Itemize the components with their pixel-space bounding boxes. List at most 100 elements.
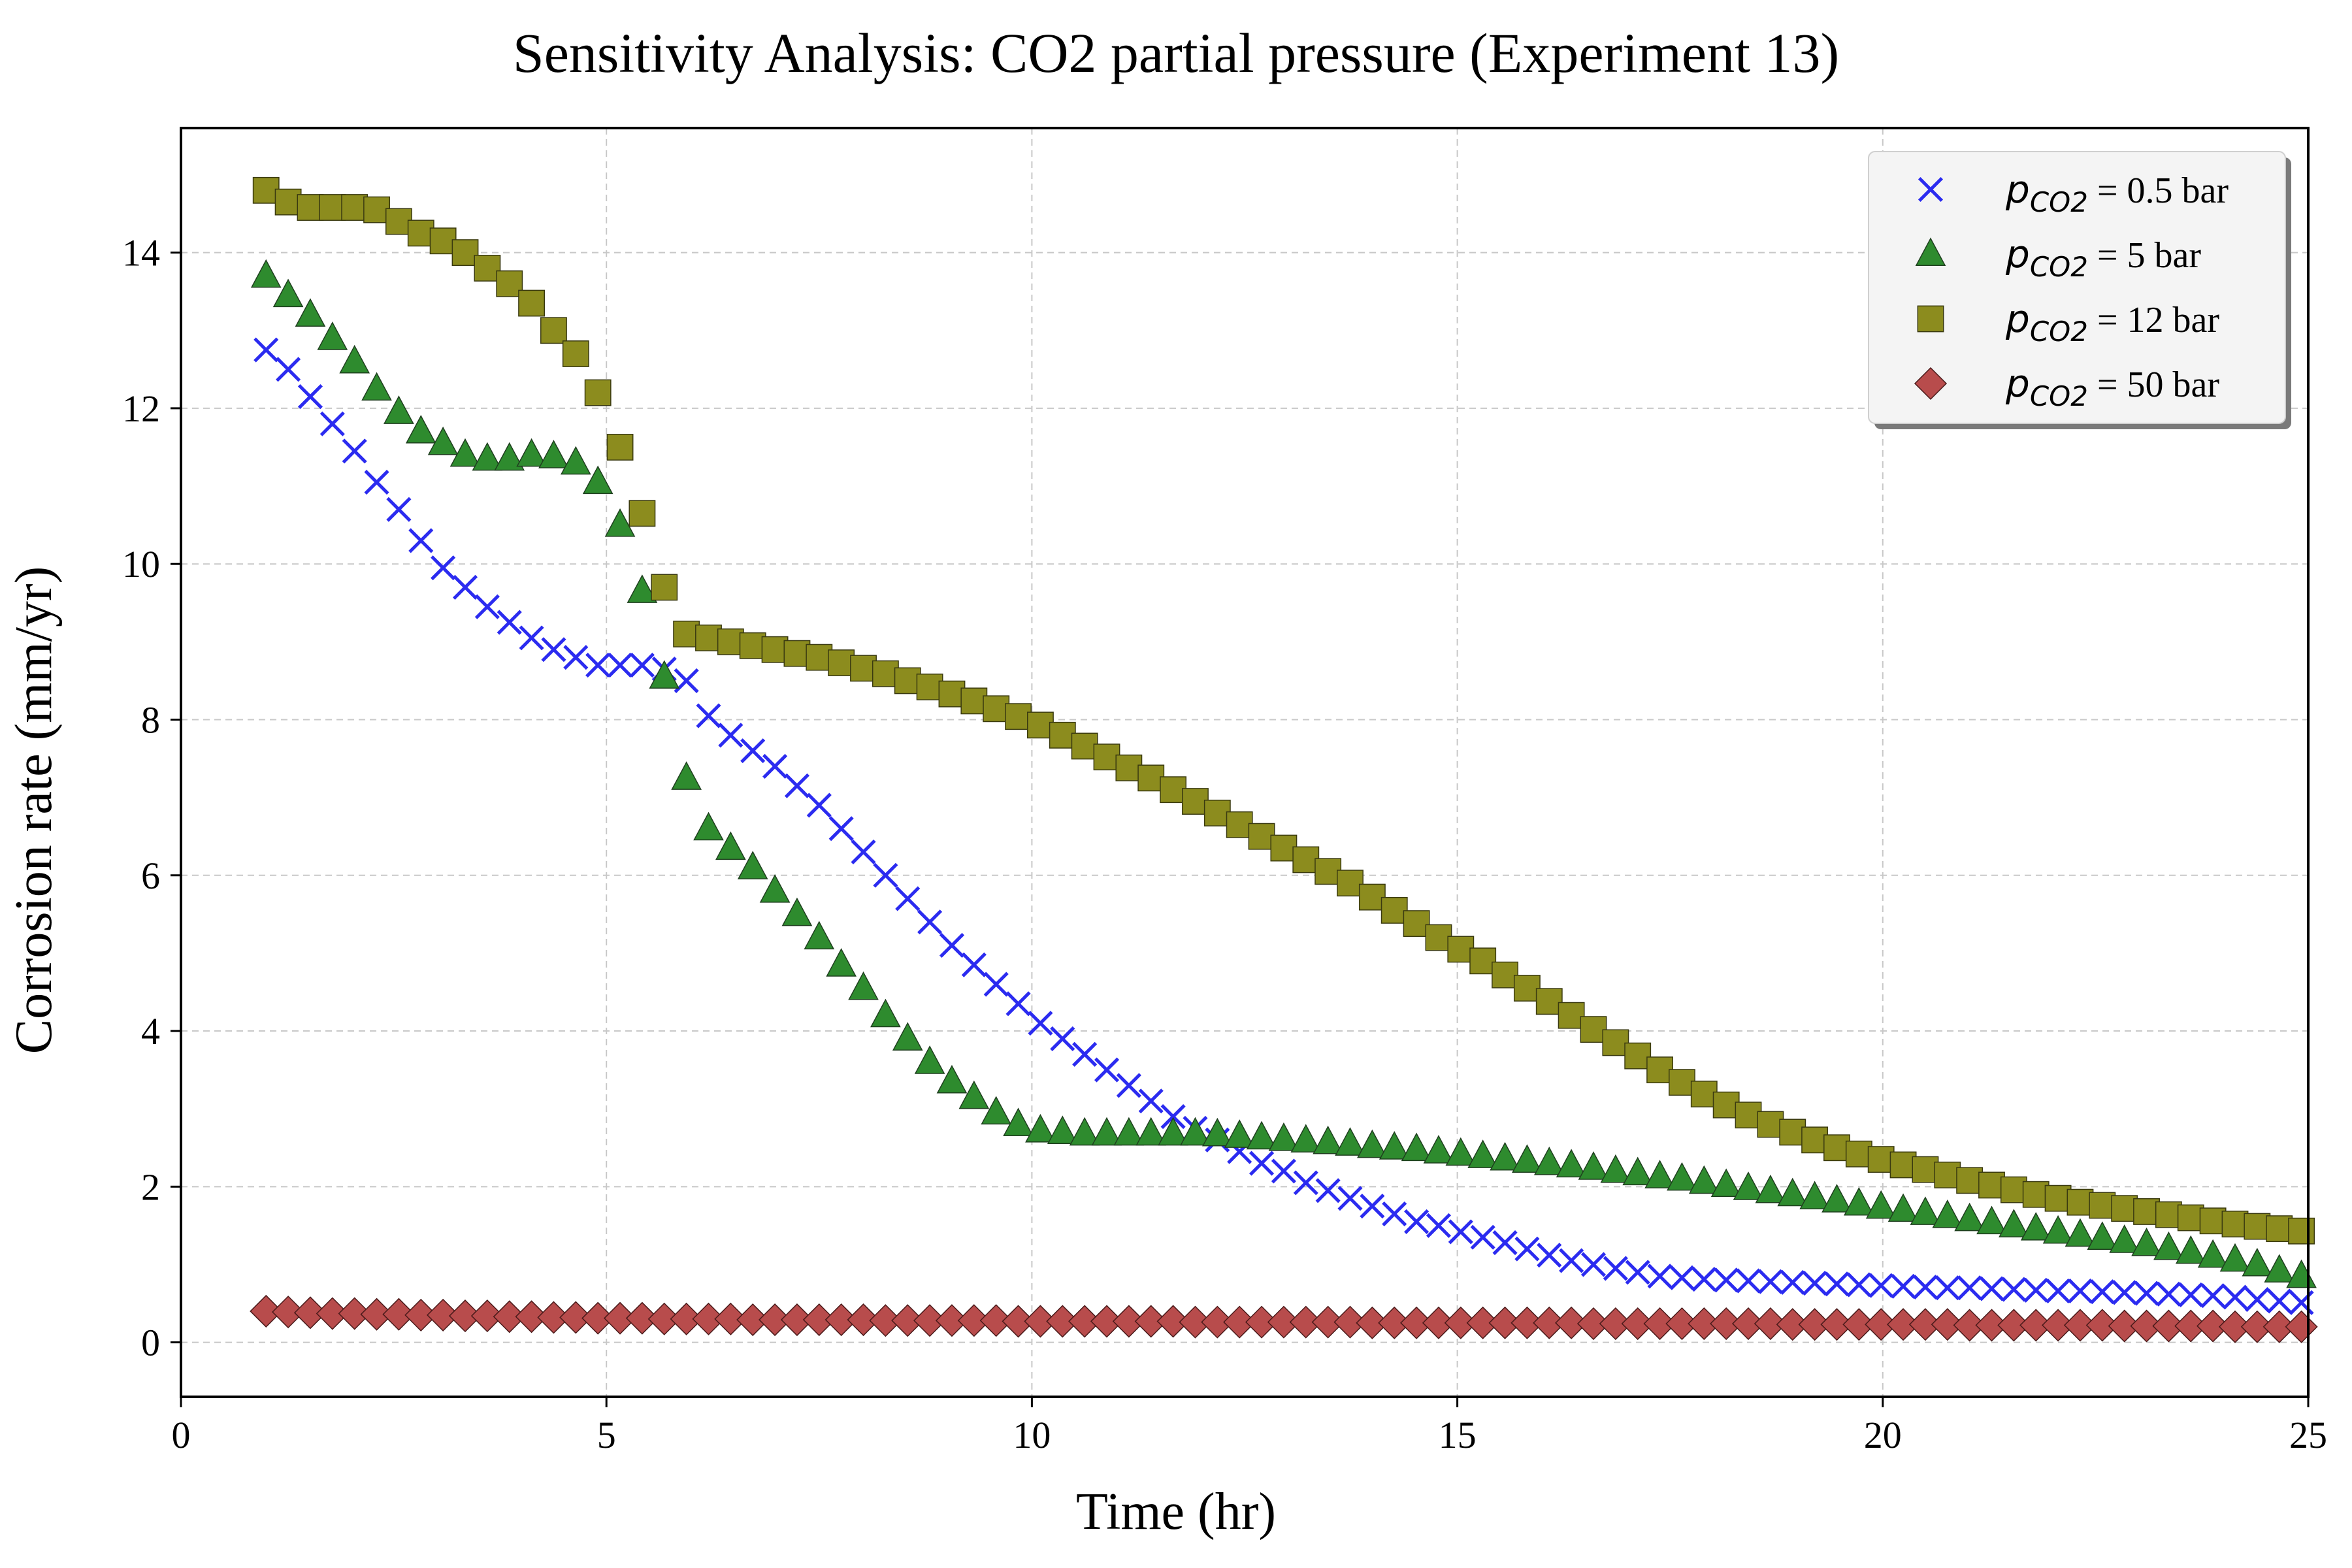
data-point-stroke xyxy=(1426,1213,1451,1238)
data-point xyxy=(1201,1117,1233,1147)
data-point xyxy=(560,446,591,475)
data-point xyxy=(1311,1305,1345,1339)
data-point xyxy=(1113,1117,1145,1146)
data-point xyxy=(1754,1307,1787,1341)
y-tick-label: 10 xyxy=(122,543,160,585)
data-point xyxy=(761,636,789,663)
data-point-stroke xyxy=(1691,1267,1717,1292)
data-point xyxy=(274,188,302,216)
legend: pCO2 = 0.5 bar pCO2 = 5 bar pCO2 = 12 bar p… xyxy=(1868,151,2291,429)
data-point xyxy=(2089,1279,2115,1305)
data-point xyxy=(1223,1305,1256,1339)
data-point xyxy=(1603,1256,1628,1281)
data-point xyxy=(1511,1306,1544,1339)
data-point xyxy=(339,344,370,374)
data-point xyxy=(983,972,1009,997)
data-point xyxy=(1423,1135,1454,1164)
data-point xyxy=(1271,1158,1296,1184)
data-point xyxy=(958,1080,990,1109)
data-point xyxy=(1333,1305,1367,1339)
data-point xyxy=(2262,1310,2296,1343)
data-point xyxy=(2175,1235,2206,1264)
data-point xyxy=(1975,1309,2008,1342)
data-point xyxy=(1112,1305,1145,1338)
x-tick-label: 25 xyxy=(2289,1414,2327,1456)
data-point xyxy=(1555,1306,1588,1339)
data-point xyxy=(1779,1119,1806,1146)
data-point xyxy=(1823,1134,1850,1162)
data-point xyxy=(540,317,567,344)
legend-box xyxy=(1868,151,2286,424)
data-point xyxy=(1887,1193,1919,1222)
data-point xyxy=(295,298,326,327)
data-point xyxy=(541,637,566,662)
data-point-stroke xyxy=(806,792,832,818)
data-point xyxy=(1469,947,1497,975)
axis-ticks: 0 5 10 15 20 25 0 2 4 6 8 10 12 14 xyxy=(122,232,2327,1456)
data-point xyxy=(671,761,702,790)
data-point xyxy=(2156,1281,2181,1307)
data-point xyxy=(582,465,613,495)
data-point xyxy=(1337,870,1364,897)
data-point xyxy=(1912,1274,1938,1300)
data-point-stroke xyxy=(1448,1219,1473,1245)
data-point-stroke xyxy=(1160,1104,1186,1130)
data-point xyxy=(408,528,434,553)
data-point xyxy=(1735,1268,1761,1294)
data-point xyxy=(603,1301,637,1335)
data-point xyxy=(981,1096,1012,1125)
data-point xyxy=(1512,1144,1543,1173)
data-point-stroke xyxy=(2001,1277,2027,1302)
data-point-stroke xyxy=(1714,1267,1739,1293)
data-point xyxy=(1002,1305,1035,1338)
data-point xyxy=(563,645,589,670)
data-point xyxy=(2177,1204,2204,1232)
data-point xyxy=(1514,1236,1540,1262)
data-point xyxy=(429,227,457,255)
data-point xyxy=(1757,1111,1784,1138)
data-point xyxy=(1270,834,1298,862)
data-point-stroke xyxy=(696,703,721,728)
data-point-stroke xyxy=(1271,1158,1296,1184)
data-point-stroke xyxy=(1537,1243,1562,1268)
data-point xyxy=(802,1303,836,1337)
data-point xyxy=(2264,1254,2295,1283)
y-tick-label: 4 xyxy=(141,1010,160,1053)
data-point xyxy=(297,384,323,410)
data-point xyxy=(427,1298,460,1331)
data-point xyxy=(848,971,879,1000)
data-point xyxy=(714,1302,747,1335)
data-point xyxy=(939,932,965,958)
data-point xyxy=(1315,1178,1341,1203)
chart-title: Sensitivity Analysis: CO2 partial pressu… xyxy=(513,22,1839,84)
data-point-stroke xyxy=(2244,1287,2270,1313)
data-point xyxy=(1558,1002,1585,1029)
data-point xyxy=(1844,1186,1874,1216)
data-point xyxy=(1094,1057,1120,1083)
y-tick-label: 8 xyxy=(141,698,160,741)
data-point xyxy=(873,862,898,888)
data-point xyxy=(272,278,304,308)
data-point xyxy=(2197,1309,2230,1343)
data-point xyxy=(1028,1011,1053,1036)
data-point-stroke xyxy=(629,653,655,678)
data-point xyxy=(2266,1215,2293,1243)
data-point xyxy=(470,1299,504,1333)
data-point xyxy=(935,1304,969,1337)
data-point xyxy=(892,1022,923,1051)
data-point xyxy=(1997,1309,2031,1342)
data-point xyxy=(913,1304,947,1337)
data-point xyxy=(1248,823,1275,850)
data-point xyxy=(1931,1308,1964,1341)
data-point xyxy=(1337,1186,1363,1211)
data-point xyxy=(272,1296,305,1329)
data-point-stroke xyxy=(1360,1194,1385,1219)
data-point-stroke xyxy=(2156,1281,2181,1307)
data-point xyxy=(451,239,479,267)
data-point xyxy=(1046,1305,1079,1338)
data-point xyxy=(1182,788,1209,815)
y-tick-label: 6 xyxy=(141,855,160,897)
data-point-stroke xyxy=(1382,1201,1407,1227)
data-point xyxy=(1710,1168,1742,1197)
data-point xyxy=(1071,732,1098,760)
